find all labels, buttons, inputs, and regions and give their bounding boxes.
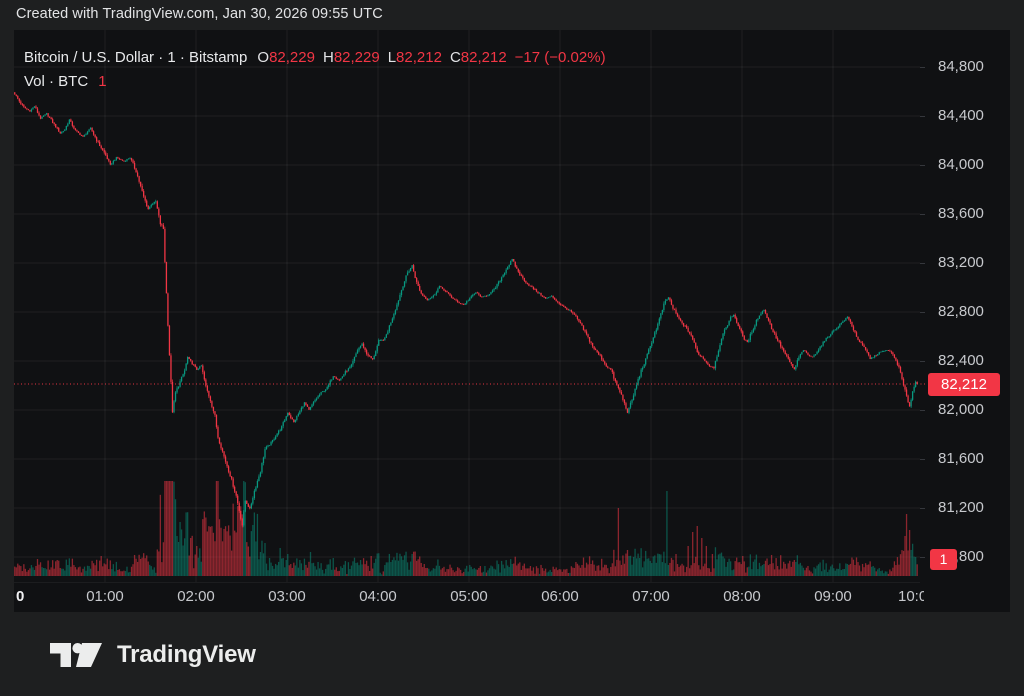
volume-value: 1 [98, 73, 107, 90]
last-price-badge: 82,212 [928, 372, 1000, 396]
time-tick-label: 07:00 [632, 588, 670, 605]
price-tick-mark [920, 311, 925, 313]
time-tick-label: 03:00 [268, 588, 306, 605]
time-day-label: 0 [16, 588, 25, 605]
price-tick-label: 84,000 [938, 156, 984, 173]
legend-volume-row: Vol · BTC 1 [24, 73, 606, 90]
price-tick-mark [920, 66, 925, 68]
symbol-title: Bitcoin / U.S. Dollar · 1 · Bitstamp [24, 49, 248, 66]
time-tick-label: 05:00 [450, 588, 488, 605]
price-tick-mark [920, 507, 925, 509]
price-tick-label: 81,600 [938, 450, 984, 467]
time-axis-separator [14, 582, 920, 583]
price-tick-label: 83,600 [938, 205, 984, 222]
chart-legend: Bitcoin / U.S. Dollar · 1 · Bitstamp O82… [24, 49, 606, 90]
ohlc-high: H82,229 [322, 49, 380, 66]
footer: TradingView [0, 612, 1024, 696]
time-tick-label: 04:00 [359, 588, 397, 605]
time-tick-label: 08:00 [723, 588, 761, 605]
time-axis[interactable]: 0 01:00 02:00 03:00 04:00 05:00 06:00 07:00 08:0… [14, 582, 928, 612]
price-tick-mark [920, 409, 925, 411]
price-tick-label: 84,400 [938, 107, 984, 124]
price-tick-label: 82,000 [938, 401, 984, 418]
candlestick-chart[interactable] [14, 30, 1010, 612]
price-tick-label: 83,200 [938, 254, 984, 271]
tradingview-logo[interactable]: TradingView [50, 641, 256, 669]
price-tick-mark [920, 458, 925, 460]
price-tick-label: 82,400 [938, 352, 984, 369]
time-tick-label: 10:00 [898, 588, 924, 605]
price-tick-mark [920, 213, 925, 215]
chart-panel[interactable]: Bitcoin / U.S. Dollar · 1 · Bitstamp O82… [14, 30, 1010, 612]
attribution-bar: Created with TradingView.com, Jan 30, 20… [0, 0, 1024, 30]
price-tick-mark [920, 115, 925, 117]
time-tick-label: 09:00 [814, 588, 852, 605]
ohlc-low: L82,212 [387, 49, 442, 66]
price-tick-label: 81,200 [938, 499, 984, 516]
last-volume-badge: 1 [930, 549, 957, 570]
price-tick-mark [920, 556, 925, 558]
time-tick-label: 06:00 [541, 588, 579, 605]
price-tick-mark [920, 164, 925, 166]
ohlc-open: O82,229 [257, 49, 315, 66]
attribution-text: Created with TradingView.com, Jan 30, 20… [16, 6, 383, 22]
brand-name: TradingView [117, 641, 256, 668]
price-tick-label: 82,800 [938, 303, 984, 320]
price-axis[interactable]: 84,800 84,400 84,000 83,600 83,200 82,800 82,4… [920, 30, 1010, 612]
price-tick-mark [920, 262, 925, 264]
tradingview-logo-icon [50, 643, 102, 667]
time-tick-label: 02:00 [177, 588, 215, 605]
legend-ohlc-row: Bitcoin / U.S. Dollar · 1 · Bitstamp O82… [24, 49, 606, 66]
time-tick-label: 01:00 [86, 588, 124, 605]
ohlc-close: C82,212 [449, 49, 507, 66]
price-tick-mark [920, 360, 925, 362]
price-change: −17 (−0.02%) [514, 49, 606, 66]
volume-label: Vol · BTC [24, 73, 89, 90]
price-tick-label: 84,800 [938, 58, 984, 75]
